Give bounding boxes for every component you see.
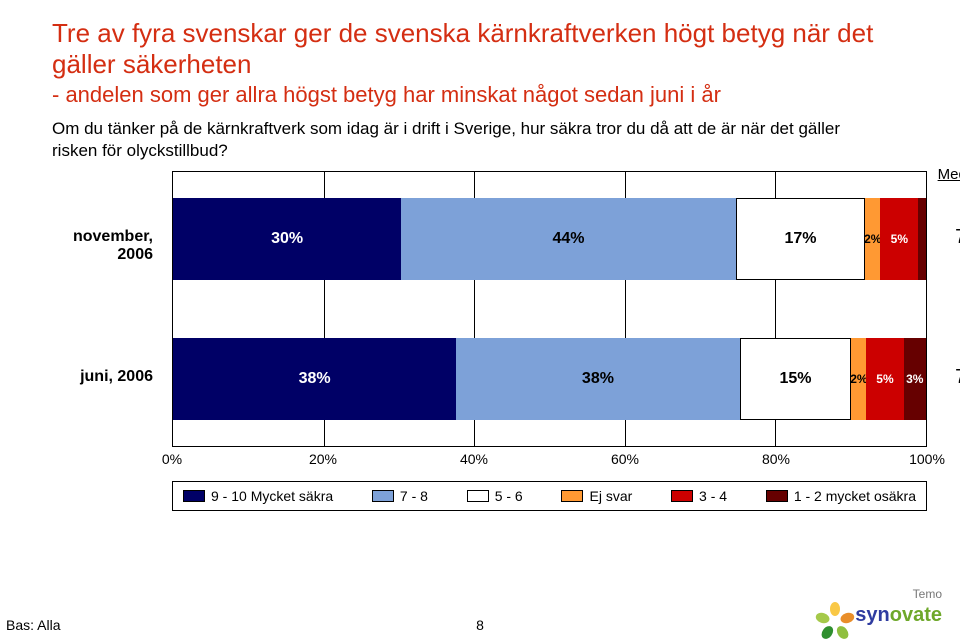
bar-segment: 5% xyxy=(880,198,918,280)
legend: 9 - 10 Mycket säkra 7 - 8 5 - 6 Ej svar 3 - … xyxy=(172,481,927,511)
logo-mark-icon xyxy=(821,601,849,629)
bar-row: 38% 38% 15% 2% 5% 3% xyxy=(173,338,926,420)
x-tick: 80% xyxy=(762,451,790,467)
legend-swatch-icon xyxy=(467,490,489,502)
bar-segment-label: 38% xyxy=(299,370,331,388)
bar-segment: 38% xyxy=(456,338,739,420)
bar-segment xyxy=(918,198,926,280)
legend-swatch-icon xyxy=(671,490,693,502)
bar-segment-label: 5% xyxy=(891,232,908,246)
bar-segment-label: 3% xyxy=(906,372,923,386)
synovate-logo: Temo synovate xyxy=(821,601,942,629)
legend-item: 7 - 8 xyxy=(372,488,428,504)
legend-label: 1 - 2 mycket osäkra xyxy=(794,488,916,504)
bar-segment: 15% xyxy=(740,338,852,420)
bar-segment: 2% xyxy=(865,198,880,280)
bar-segment-label: 5% xyxy=(876,372,893,386)
legend-item: Ej svar xyxy=(561,488,632,504)
row-label: juni, 2006 xyxy=(43,368,163,386)
legend-item: 1 - 2 mycket osäkra xyxy=(766,488,916,504)
bar-segment: 5% xyxy=(866,338,903,420)
legend-label: Ej svar xyxy=(589,488,632,504)
legend-item: 3 - 4 xyxy=(671,488,727,504)
legend-label: 9 - 10 Mycket säkra xyxy=(211,488,333,504)
legend-swatch-icon xyxy=(183,490,205,502)
x-tick: 60% xyxy=(611,451,639,467)
bar-segment-label: 15% xyxy=(779,370,811,388)
bar-segment-label: 44% xyxy=(552,230,584,248)
logo-petal-icon xyxy=(839,611,855,625)
legend-label: 5 - 6 xyxy=(495,488,523,504)
bar-segment: 44% xyxy=(401,198,736,280)
chart: Medelvärde 30%44%17%2%5%november, 20067,… xyxy=(52,171,930,511)
row-label: november, 2006 xyxy=(43,228,163,264)
subtitle: - andelen som ger allra högst betyg har … xyxy=(52,82,930,108)
legend-item: 9 - 10 Mycket säkra xyxy=(183,488,333,504)
bar-segment-label: 2% xyxy=(864,232,881,246)
bar-segment: 38% xyxy=(173,338,456,420)
legend-label: 3 - 4 xyxy=(699,488,727,504)
bar-segment-label: 38% xyxy=(582,370,614,388)
bar-segment: 3% xyxy=(904,338,926,420)
plot-area: Medelvärde 30%44%17%2%5%november, 20067,… xyxy=(172,171,927,447)
legend-label: 7 - 8 xyxy=(400,488,428,504)
logo-text-ovate: ovate xyxy=(890,604,942,626)
mean-header: Medelvärde xyxy=(938,166,960,183)
legend-swatch-icon xyxy=(766,490,788,502)
bar-segment-label: 30% xyxy=(271,230,303,248)
logo-temo: Temo xyxy=(913,587,942,601)
mean-value: 7,6 xyxy=(944,366,960,389)
x-tick: 0% xyxy=(162,451,182,467)
title: Tre av fyra svenskar ger de svenska kärn… xyxy=(52,18,930,80)
x-tick: 100% xyxy=(909,451,945,467)
legend-swatch-icon xyxy=(561,490,583,502)
bar-segment: 2% xyxy=(851,338,866,420)
question-text: Om du tänker på de kärnkraftverk som ida… xyxy=(52,118,882,162)
logo-text-syn: syn xyxy=(855,604,889,626)
logo-petal-icon xyxy=(830,602,840,616)
x-axis: 0%20%40%60%80%100% xyxy=(172,451,927,475)
legend-swatch-icon xyxy=(372,490,394,502)
bar-segment-label: 17% xyxy=(784,230,816,248)
bar-segment: 30% xyxy=(173,198,401,280)
x-tick: 20% xyxy=(309,451,337,467)
x-tick: 40% xyxy=(460,451,488,467)
mean-value: 7,5 xyxy=(944,226,960,249)
bar-segment: 17% xyxy=(736,198,865,280)
page-number: 8 xyxy=(476,617,484,633)
footer-base: Bas: Alla xyxy=(6,617,60,633)
legend-item: 5 - 6 xyxy=(467,488,523,504)
bar-segment-label: 2% xyxy=(850,372,867,386)
bar-row: 30% 44% 17% 2% 5% xyxy=(173,198,926,280)
